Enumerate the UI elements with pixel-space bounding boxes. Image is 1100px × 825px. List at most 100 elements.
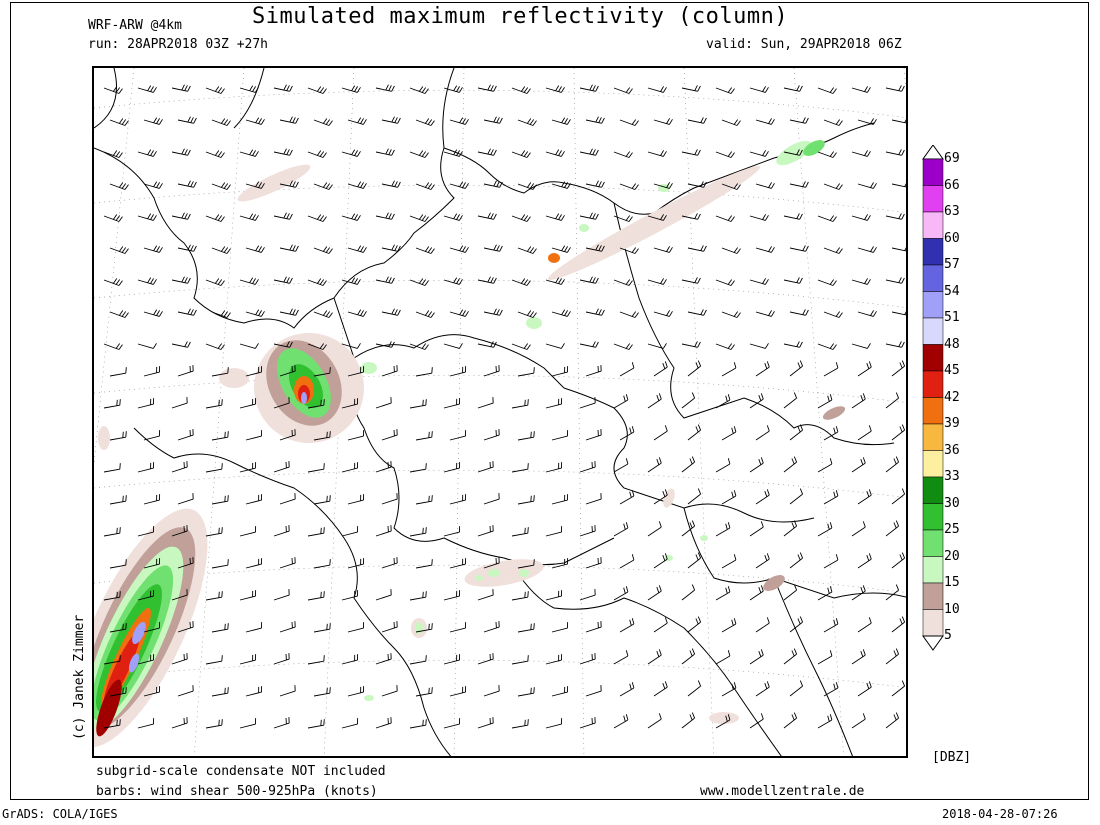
wind-barb xyxy=(789,424,804,441)
wind-barb xyxy=(789,309,809,316)
colorbar-label: 45 xyxy=(944,363,960,378)
wind-barb xyxy=(885,648,900,665)
wind-barb xyxy=(511,719,529,729)
wind-barb xyxy=(307,719,325,729)
wind-barb xyxy=(375,525,392,537)
echo-cell xyxy=(361,362,377,374)
wind-barb xyxy=(177,685,194,697)
wind-barb xyxy=(177,557,194,569)
wind-barb xyxy=(137,718,155,729)
wind-barb xyxy=(517,559,535,569)
wind-barb xyxy=(653,425,668,441)
wind-barb xyxy=(545,277,565,285)
wind-barb xyxy=(789,616,804,633)
wind-barb xyxy=(307,527,325,537)
wind-barb xyxy=(109,118,129,126)
wind-barb xyxy=(171,276,191,284)
wind-barb xyxy=(103,150,123,158)
unit-label: [DBZ] xyxy=(932,750,972,765)
wind-barb xyxy=(885,584,900,601)
wind-barb xyxy=(279,365,296,377)
wind-barb xyxy=(205,463,223,473)
wind-barb xyxy=(783,277,803,284)
colorbar-label: 54 xyxy=(944,283,960,299)
wind-barb xyxy=(415,246,435,254)
wind-barb xyxy=(517,118,537,126)
colorbar-swatch xyxy=(922,370,944,398)
wind-barb xyxy=(749,343,769,349)
wind-barb xyxy=(109,310,129,318)
wind-barb xyxy=(415,182,435,190)
wind-barb xyxy=(381,685,398,697)
wind-barb xyxy=(653,361,668,377)
wind-barb xyxy=(375,148,395,156)
colorbar-label: 15 xyxy=(944,575,960,590)
wind-barb xyxy=(823,119,843,126)
wind-barb xyxy=(137,343,157,349)
wind-barb xyxy=(545,654,563,665)
wind-barb xyxy=(579,717,596,729)
wind-barb xyxy=(551,430,569,441)
wind-barb xyxy=(211,559,229,569)
wind-barb xyxy=(375,589,392,601)
wind-barb xyxy=(483,244,503,252)
wind-barb xyxy=(143,366,161,377)
wind-barb xyxy=(517,246,537,254)
wind-barb xyxy=(273,653,290,665)
wind-barb xyxy=(517,367,535,377)
wind-barb xyxy=(347,686,365,697)
wind-barb xyxy=(313,623,331,633)
wind-barb xyxy=(857,246,877,253)
wind-barb xyxy=(381,116,401,124)
wind-barb xyxy=(551,117,571,125)
lat-lon-grid xyxy=(94,68,906,756)
wind-barb xyxy=(109,246,129,254)
wind-barb xyxy=(143,622,161,633)
wind-barb xyxy=(715,586,731,601)
wind-barb xyxy=(279,116,299,124)
wind-barb xyxy=(647,150,667,157)
wind-barb xyxy=(415,495,433,505)
wind-barb xyxy=(409,278,429,286)
wind-barb xyxy=(409,343,429,350)
wind-barb xyxy=(341,398,359,409)
wind-barb xyxy=(653,617,668,633)
wind-barb xyxy=(313,246,333,254)
wind-barb xyxy=(789,680,804,697)
wind-barb xyxy=(443,590,461,601)
colorbar-label: 33 xyxy=(944,469,960,484)
echo-cell xyxy=(579,224,589,232)
wind-barb xyxy=(891,488,906,505)
wind-barb xyxy=(681,149,701,156)
wind-barb xyxy=(715,279,735,286)
wind-barb xyxy=(823,183,843,190)
wind-barb xyxy=(783,712,798,729)
wind-barb xyxy=(551,181,571,189)
wind-barb xyxy=(687,245,707,252)
wind-barb xyxy=(409,86,429,94)
wind-barb xyxy=(687,360,702,377)
wind-barb xyxy=(817,87,837,94)
echo-cell xyxy=(519,569,529,577)
wind-barb xyxy=(347,181,367,189)
wind-barb xyxy=(619,554,635,569)
wind-barb xyxy=(347,366,365,377)
wind-barb xyxy=(341,590,359,601)
map-canvas xyxy=(94,68,906,756)
wind-barb xyxy=(851,343,871,349)
wind-barb xyxy=(109,495,127,505)
wind-barb xyxy=(789,181,809,188)
wind-barb xyxy=(585,493,602,505)
wind-barb xyxy=(177,429,194,441)
colorbar-label: 36 xyxy=(944,442,960,458)
wind-barb xyxy=(857,182,877,189)
echo-cell xyxy=(301,392,307,404)
wind-barb xyxy=(239,343,259,349)
wind-barb xyxy=(171,397,188,409)
wind-barb xyxy=(273,397,290,409)
wind-barb xyxy=(341,462,359,473)
wind-barb xyxy=(449,245,469,253)
wind-barb xyxy=(307,655,325,665)
wind-barb xyxy=(687,488,702,505)
wind-barb xyxy=(579,276,599,284)
